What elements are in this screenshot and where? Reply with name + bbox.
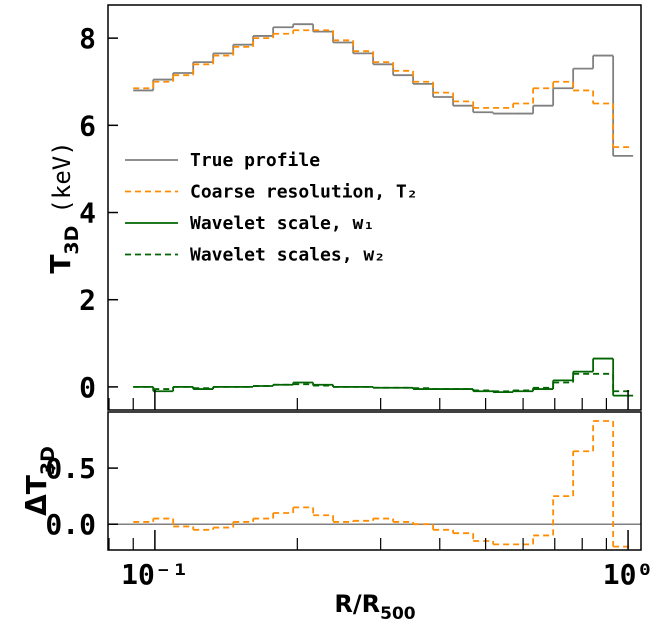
legend-label: Wavelet scales, w₂	[190, 245, 385, 266]
legend-label: True profile	[190, 150, 320, 171]
y-axis-label: T3D (keV)	[44, 141, 83, 273]
y-label-main: T	[44, 255, 77, 274]
x-axis-label: R/R500	[334, 590, 415, 624]
y-tick-label: 8	[79, 22, 96, 55]
y-label-unit: (keV)	[48, 141, 76, 213]
legend-label: Wavelet scale, w₁	[190, 213, 374, 234]
plot-frame	[107, 4, 642, 411]
y-tick-label: 0.5	[45, 452, 96, 485]
x-label-sub: 500	[380, 604, 416, 624]
y-tick-label: 0.0	[45, 508, 96, 541]
y-label-sub: 3D	[61, 226, 83, 255]
y-tick-label: 0	[79, 371, 96, 404]
y-tick-label: 2	[79, 284, 96, 317]
y-tick-label: 6	[79, 109, 96, 142]
x-tick-label: 10⁰	[603, 558, 654, 591]
y-label-sub: 3D	[37, 446, 59, 475]
y-tick-label: 4	[79, 197, 96, 230]
x-label-main: R/R	[334, 590, 380, 618]
plot-frame	[107, 411, 642, 551]
y-label-main: ΔT	[20, 475, 53, 516]
x-tick-label: 10⁻¹	[121, 558, 188, 591]
legend-label: Coarse resolution, T₂	[190, 182, 418, 203]
y-axis-label: ΔT3D	[20, 446, 59, 516]
